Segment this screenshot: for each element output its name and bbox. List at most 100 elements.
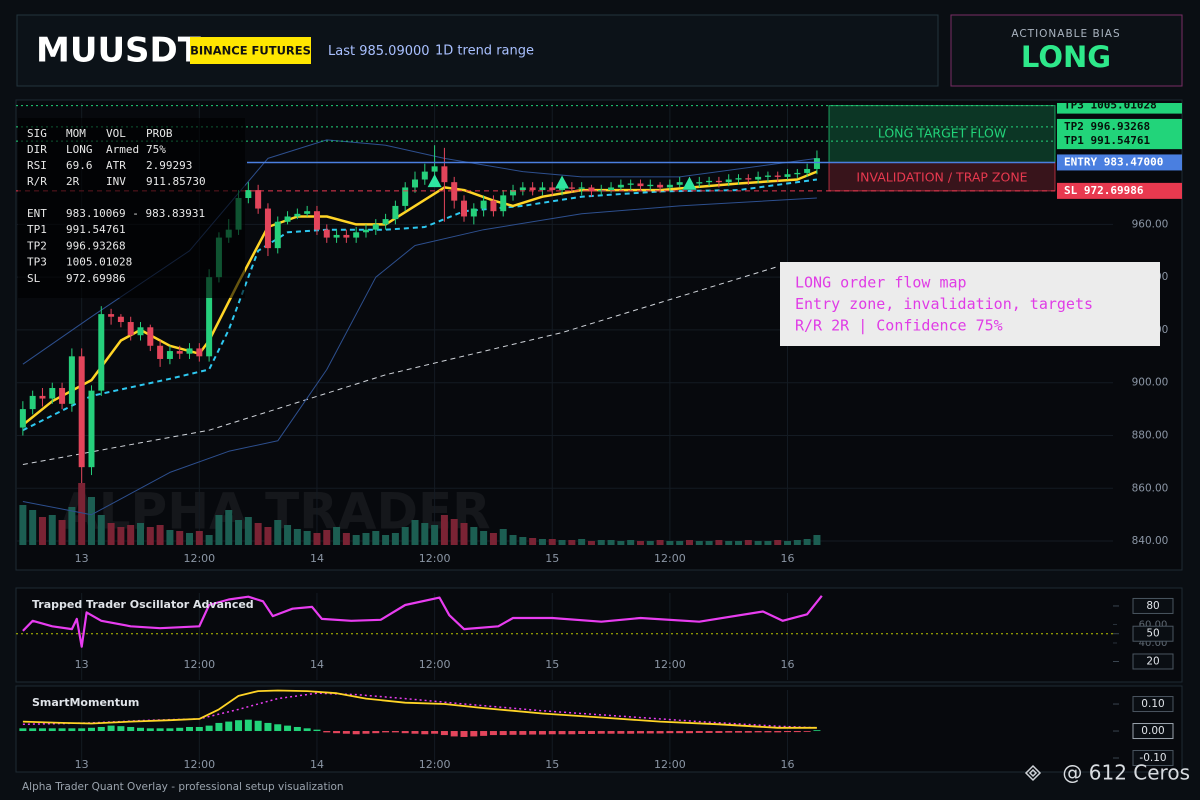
candle-body (362, 229, 369, 233)
bias-box (950, 14, 1183, 87)
candle-body (59, 387, 66, 404)
candle-body (480, 200, 487, 209)
volume-bar (548, 539, 556, 545)
volume-bar (636, 541, 644, 545)
x-tick-label: 14 (310, 552, 324, 565)
oscillator-panel (15, 587, 1183, 683)
volume-bar (695, 541, 703, 545)
candle-body (490, 200, 497, 212)
volume-bar (568, 540, 576, 545)
candle-body (441, 166, 448, 183)
volume-bar (215, 515, 223, 545)
indicator-line (22, 692, 817, 729)
momentum-bar (460, 731, 468, 737)
last-price: Last 985.09000 (328, 44, 430, 59)
momentum-bar (587, 731, 595, 734)
volume-bar (715, 540, 723, 545)
candle-body (764, 175, 771, 177)
momentum-bar (401, 731, 409, 734)
candle-body (284, 216, 291, 222)
y-tick-label: 840.00 (1132, 535, 1169, 547)
candle-body (794, 172, 801, 175)
candle-body (392, 205, 399, 220)
candle-body (264, 208, 271, 249)
x-tick-label: 12:00 (183, 758, 215, 771)
momentum-bar (38, 728, 46, 732)
candle-body (647, 184, 654, 187)
annotation-line: LONG order flow map (795, 274, 967, 292)
momentum-bar (254, 720, 262, 732)
momentum-bar (284, 725, 292, 732)
volume-bar (313, 533, 321, 545)
volume-bar (735, 541, 743, 545)
info-cell: 2R (66, 175, 80, 188)
volume-bar (156, 525, 164, 545)
volume-bar (38, 517, 46, 545)
momentum-bar (509, 731, 517, 735)
volume-bar (431, 525, 439, 545)
momentum-bar (313, 729, 321, 732)
momentum-bar (538, 731, 546, 735)
candle-body (539, 187, 546, 191)
candle-body (657, 184, 664, 188)
momentum-bar (58, 728, 66, 732)
volume-bar (587, 541, 595, 545)
volume-bar (538, 539, 546, 545)
y-minor-label: 40.00 (1139, 638, 1168, 649)
momentum-bar (607, 731, 615, 734)
volume-bar (774, 540, 782, 545)
candle-body (176, 351, 183, 354)
level-label: SL 972.69986 (1064, 184, 1144, 197)
candle-body (343, 234, 350, 238)
volume-bar (78, 483, 86, 545)
momentum-bar (548, 731, 556, 735)
info-cell: TP2 (27, 239, 47, 252)
candle-body (157, 345, 164, 359)
candle-body (186, 348, 193, 354)
volume-bar (235, 520, 243, 545)
annotation: LONG order flow map Entry zone, invalidat… (795, 274, 1093, 335)
candle-body (676, 182, 683, 185)
momentum-bar (774, 731, 782, 733)
momentum-bar (695, 731, 703, 733)
level-name: TP3 (1064, 99, 1084, 112)
volume-bar (87, 497, 95, 545)
level-name: ENTRY (1064, 155, 1097, 168)
volume-bar (705, 541, 713, 545)
last-label: Last (328, 44, 355, 59)
candle-body (510, 190, 517, 196)
momentum-bar (87, 727, 95, 732)
momentum-bar (78, 728, 86, 732)
volume-bar (489, 533, 497, 545)
x-tick-label: 16 (781, 552, 795, 565)
y-minor-label: 60.00 (1139, 619, 1168, 630)
volume-bar (264, 527, 272, 545)
x-tick-label: 15 (545, 658, 559, 671)
info-cell: SL (27, 272, 41, 285)
y-tick-label: 0.10 (1141, 698, 1164, 710)
momentum-bar (146, 728, 154, 732)
candle-body (372, 224, 379, 230)
candle-body (745, 178, 752, 180)
momentum-bar (568, 731, 576, 735)
candle-body (500, 195, 507, 212)
level-label: TP2 996.93268 (1064, 120, 1150, 133)
info-cell: 972.69986 (66, 272, 126, 285)
charts: 13 12:00 14 12:00 15 12:00 16 840.00 860.00 880.0… (16, 99, 1182, 771)
candle-body (637, 183, 644, 187)
candle-body (431, 166, 438, 172)
volume-bar (352, 535, 360, 545)
x-tick-label: 12:00 (419, 758, 451, 771)
y-tick-label: 20 (1146, 655, 1159, 667)
x-tick-label: 13 (75, 658, 89, 671)
candle-body (725, 179, 732, 183)
x-tick-label: 13 (75, 552, 89, 565)
volume-bar (499, 529, 507, 545)
y-tick-label: 0.00 (1141, 725, 1164, 737)
volume-bar (323, 530, 331, 545)
info-cell: R/R (27, 175, 47, 188)
momentum-bar (97, 726, 105, 732)
momentum-bar (715, 731, 723, 733)
info-panel (18, 118, 245, 298)
